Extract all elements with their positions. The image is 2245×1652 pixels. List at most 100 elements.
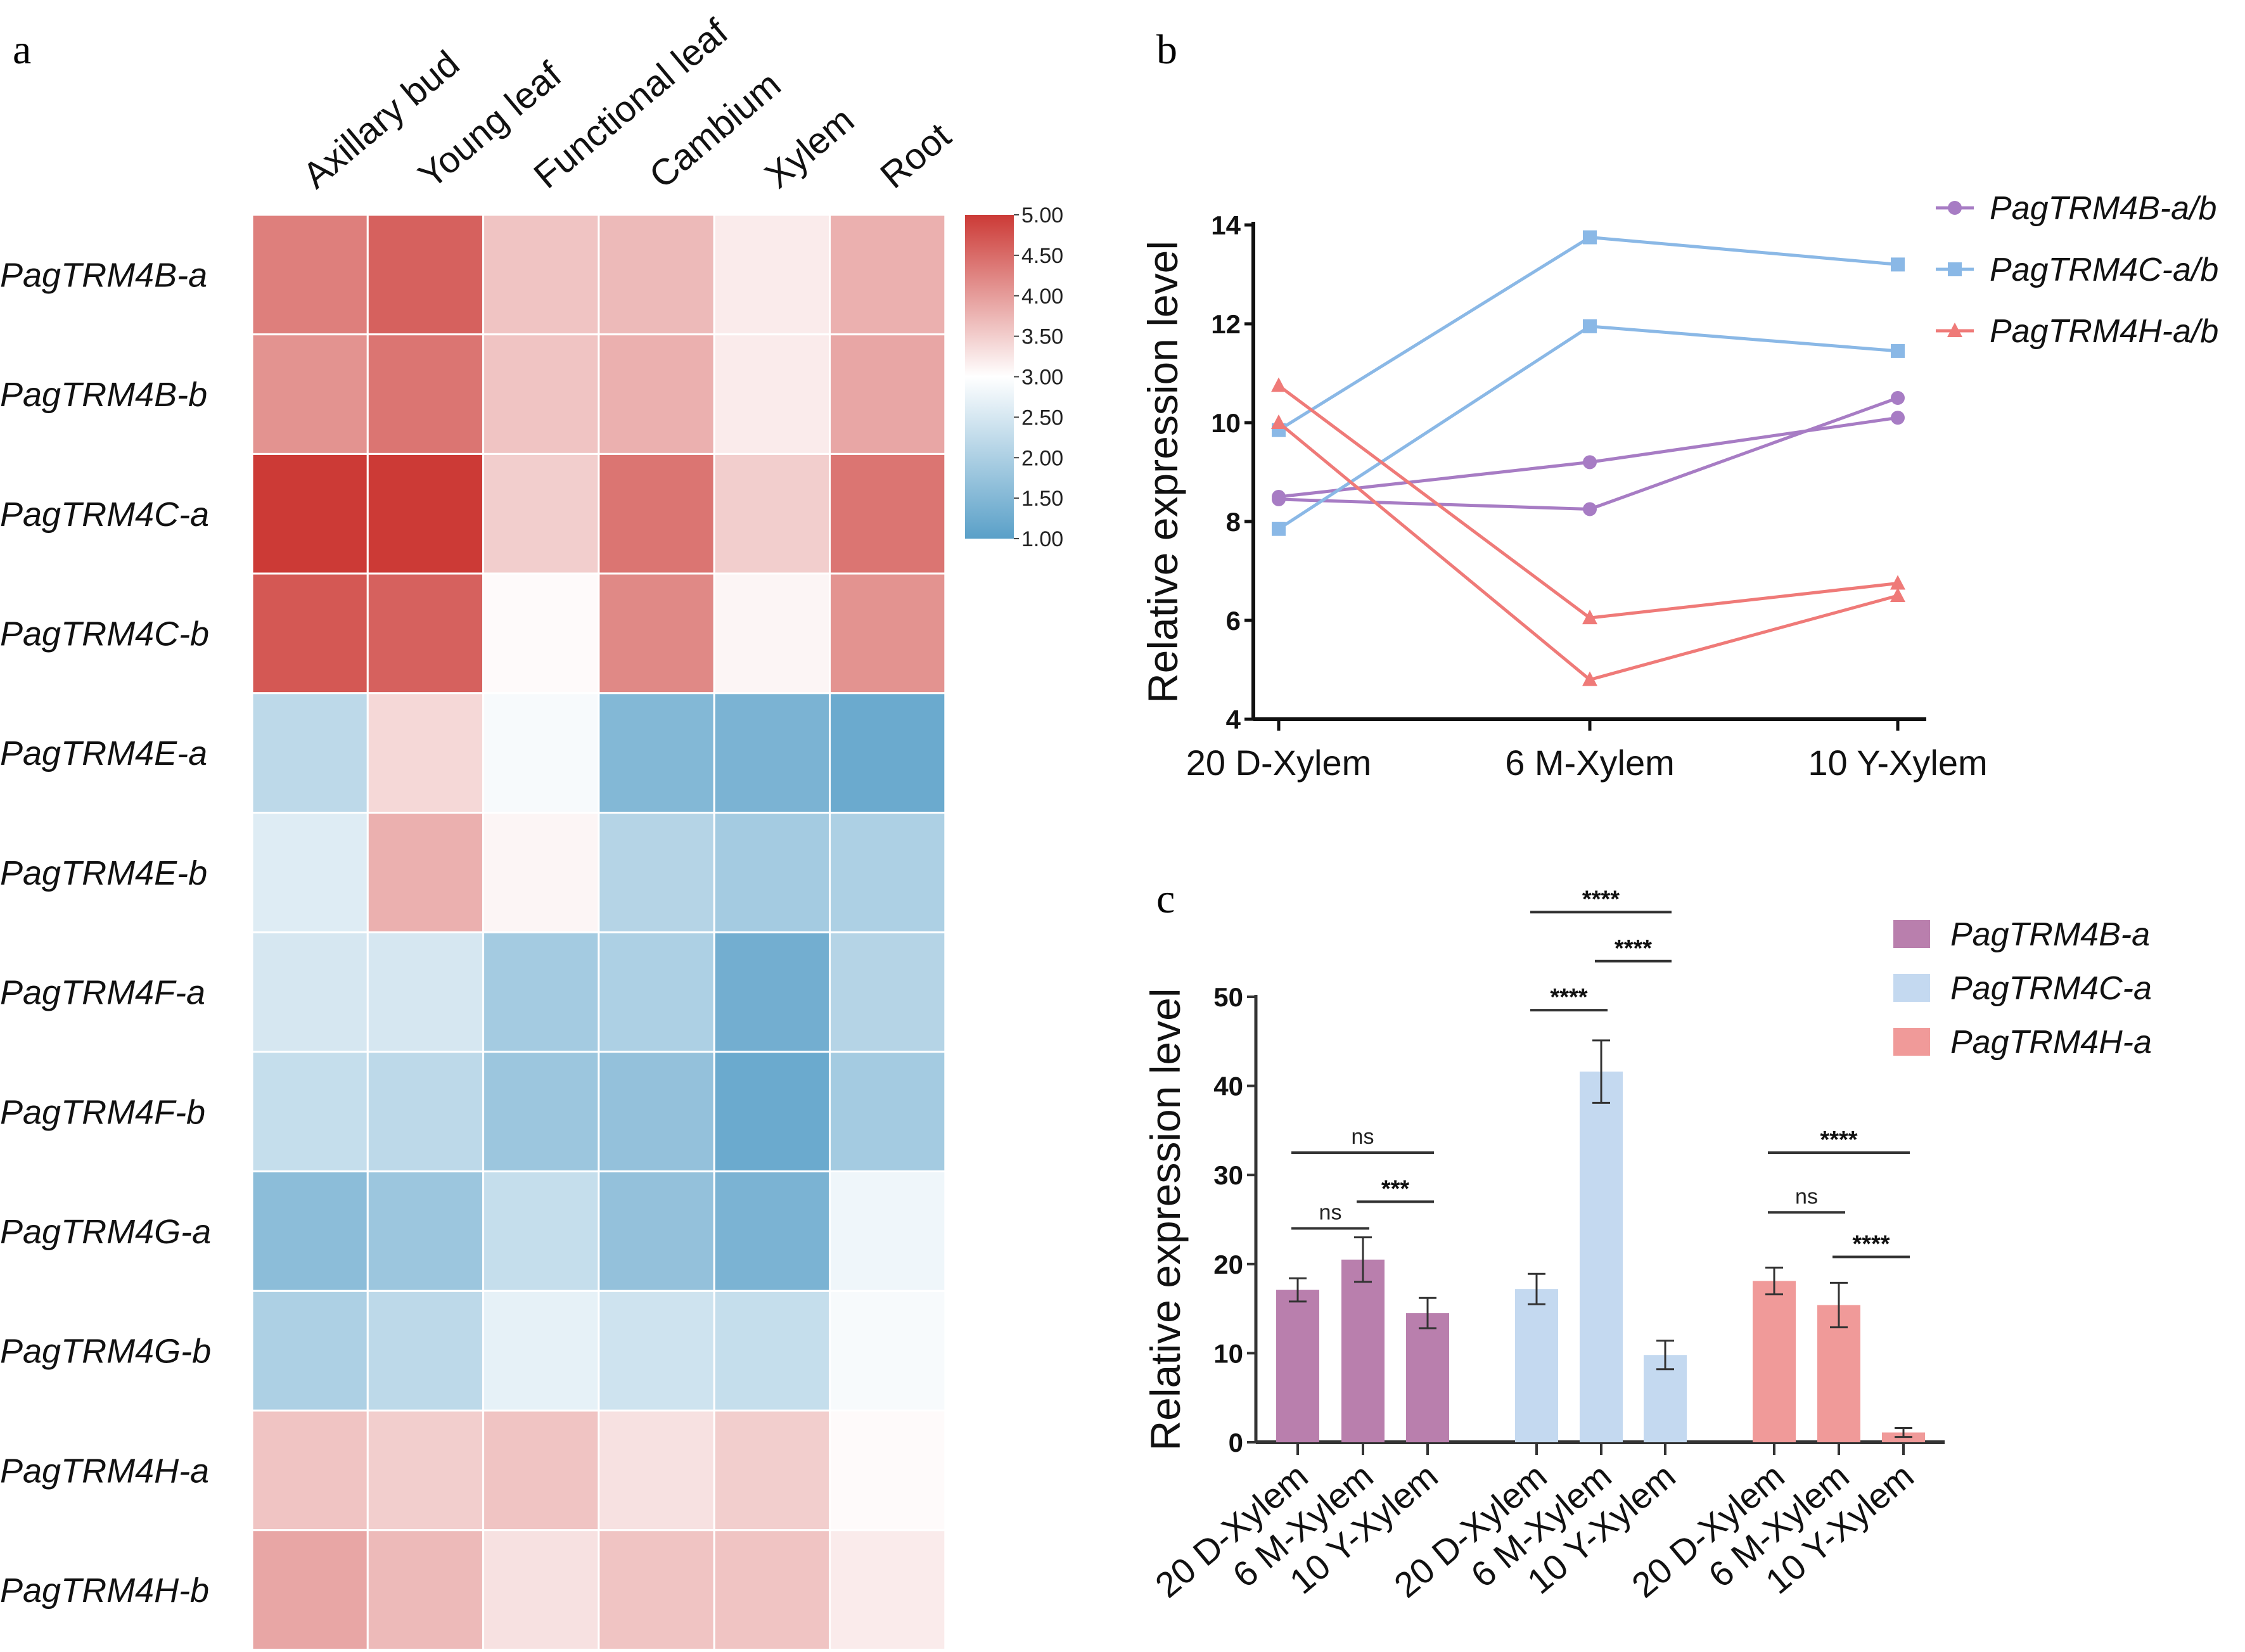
bar <box>1406 1313 1449 1442</box>
data-point <box>1583 230 1597 245</box>
heatmap-cell <box>829 1409 947 1532</box>
heatmap-cell <box>713 1170 831 1292</box>
significance-label: **** <box>1820 1127 1857 1153</box>
heatmap-cell <box>598 333 715 455</box>
significance-label: ns <box>1319 1201 1342 1225</box>
heatmap-cell <box>829 333 947 455</box>
heatmap-cell <box>598 812 715 933</box>
heatmap-cell <box>829 692 947 814</box>
heatmap-cell <box>366 1170 485 1292</box>
heatmap-cell <box>482 812 600 933</box>
colorbar-tick-label: 5.00 <box>1021 203 1063 227</box>
x-tick-label: 6 M-Xylem <box>1505 743 1675 783</box>
heatmap: PagTRM4B-a PagTRM4B-b PagTRM4C-a PagTRM4C-b… <box>0 11 1063 1651</box>
heatmap-cell <box>598 1290 715 1412</box>
heatmap-cell <box>366 452 485 575</box>
heatmap-cell <box>251 931 369 1053</box>
heatmap-cell <box>598 1051 715 1173</box>
legend-label: PagTRM4C-a <box>1950 970 2152 1007</box>
heatmap-cell <box>251 1051 369 1173</box>
legend-swatch <box>1893 920 1930 948</box>
heatmap-cell <box>251 333 369 455</box>
heatmap-cell <box>251 1409 369 1532</box>
heatmap-cell <box>598 214 715 336</box>
heatmap-cell <box>713 452 831 575</box>
heatmap-cell <box>829 1170 947 1292</box>
heatmap-cell <box>713 1409 831 1532</box>
heatmap-cell <box>713 812 831 933</box>
panel-label-a: a <box>13 27 31 73</box>
heatmap-cell <box>482 692 600 814</box>
data-point <box>1890 575 1905 590</box>
heatmap-cell <box>482 572 600 695</box>
heatmap-cell <box>251 452 369 575</box>
heatmap-cell <box>366 812 485 933</box>
y-tick-label: 6 <box>1226 606 1241 636</box>
data-point <box>1890 587 1905 602</box>
data-point <box>1272 522 1286 536</box>
y-tick-label: 50 <box>1213 982 1243 1012</box>
data-point <box>1891 411 1905 425</box>
heatmap-cell <box>829 452 947 575</box>
column-label: Root <box>873 115 959 196</box>
row-label: PagTRM4G-a <box>0 1213 211 1251</box>
panel-label-c: c <box>1156 876 1175 922</box>
legend-label: PagTRM4H-a <box>1950 1024 2152 1061</box>
heatmap-cell <box>598 1409 715 1532</box>
heatmap-cell <box>598 692 715 814</box>
heatmap-cell <box>366 1409 485 1532</box>
data-point <box>1271 377 1286 392</box>
data-point <box>1271 414 1286 429</box>
significance-label: **** <box>1550 984 1587 1011</box>
heatmap-cell <box>713 1051 831 1173</box>
y-tick-label: 40 <box>1213 1072 1243 1101</box>
heatmap-cell <box>366 333 485 455</box>
heatmap-cell <box>829 214 947 336</box>
heatmap-cell <box>482 1051 600 1173</box>
bar <box>1341 1259 1385 1442</box>
heatmap-cell <box>251 1170 369 1292</box>
row-label: PagTRM4F-b <box>0 1093 205 1131</box>
bar <box>1753 1281 1796 1442</box>
heatmap-cell <box>713 692 831 814</box>
data-point <box>1582 610 1597 625</box>
colorbar-tick-label: 4.00 <box>1021 285 1063 309</box>
heatmap-cell <box>829 812 947 933</box>
legend-label: PagTRM4B-a <box>1950 916 2150 953</box>
series-line <box>1277 235 1898 432</box>
y-axis-title: Relative expression level <box>1139 241 1186 703</box>
heatmap-cell <box>251 812 369 933</box>
data-point <box>1583 455 1597 470</box>
significance-label: ns <box>1795 1184 1818 1208</box>
data-point <box>1891 257 1905 272</box>
row-label: PagTRM4B-a <box>0 256 207 294</box>
heatmap-cell <box>366 1529 485 1651</box>
heatmap-cell <box>713 214 831 336</box>
heatmap-cell <box>713 1290 831 1412</box>
heatmap-cell <box>713 572 831 695</box>
heatmap-cell <box>598 1170 715 1292</box>
data-point <box>1583 319 1597 333</box>
legend-swatch <box>1893 974 1930 1002</box>
x-tick-label: 20 D-Xylem <box>1186 743 1372 783</box>
colorbar-tick-label: 1.00 <box>1021 527 1063 551</box>
colorbar-tick-label: 2.00 <box>1021 446 1063 470</box>
heatmap-cell <box>482 452 600 575</box>
heatmap-cell <box>829 1051 947 1173</box>
heatmap-cell <box>366 572 485 695</box>
heatmap-cell <box>366 1051 485 1173</box>
significance-label: *** <box>1381 1175 1410 1202</box>
y-tick-label: 4 <box>1226 705 1241 734</box>
row-label: PagTRM4G-b <box>0 1333 211 1371</box>
legend-marker <box>1948 262 1962 276</box>
y-tick-label: 0 <box>1229 1428 1243 1457</box>
y-tick-label: 10 <box>1211 408 1241 438</box>
data-point <box>1582 671 1597 686</box>
colorbar-tick-label: 2.50 <box>1021 406 1063 430</box>
colorbar <box>965 215 1014 539</box>
column-label: Xylem <box>757 99 862 196</box>
colorbar-tick-label: 4.50 <box>1021 244 1063 268</box>
heatmap-cell <box>482 1409 600 1532</box>
significance-label: ns <box>1352 1125 1374 1149</box>
